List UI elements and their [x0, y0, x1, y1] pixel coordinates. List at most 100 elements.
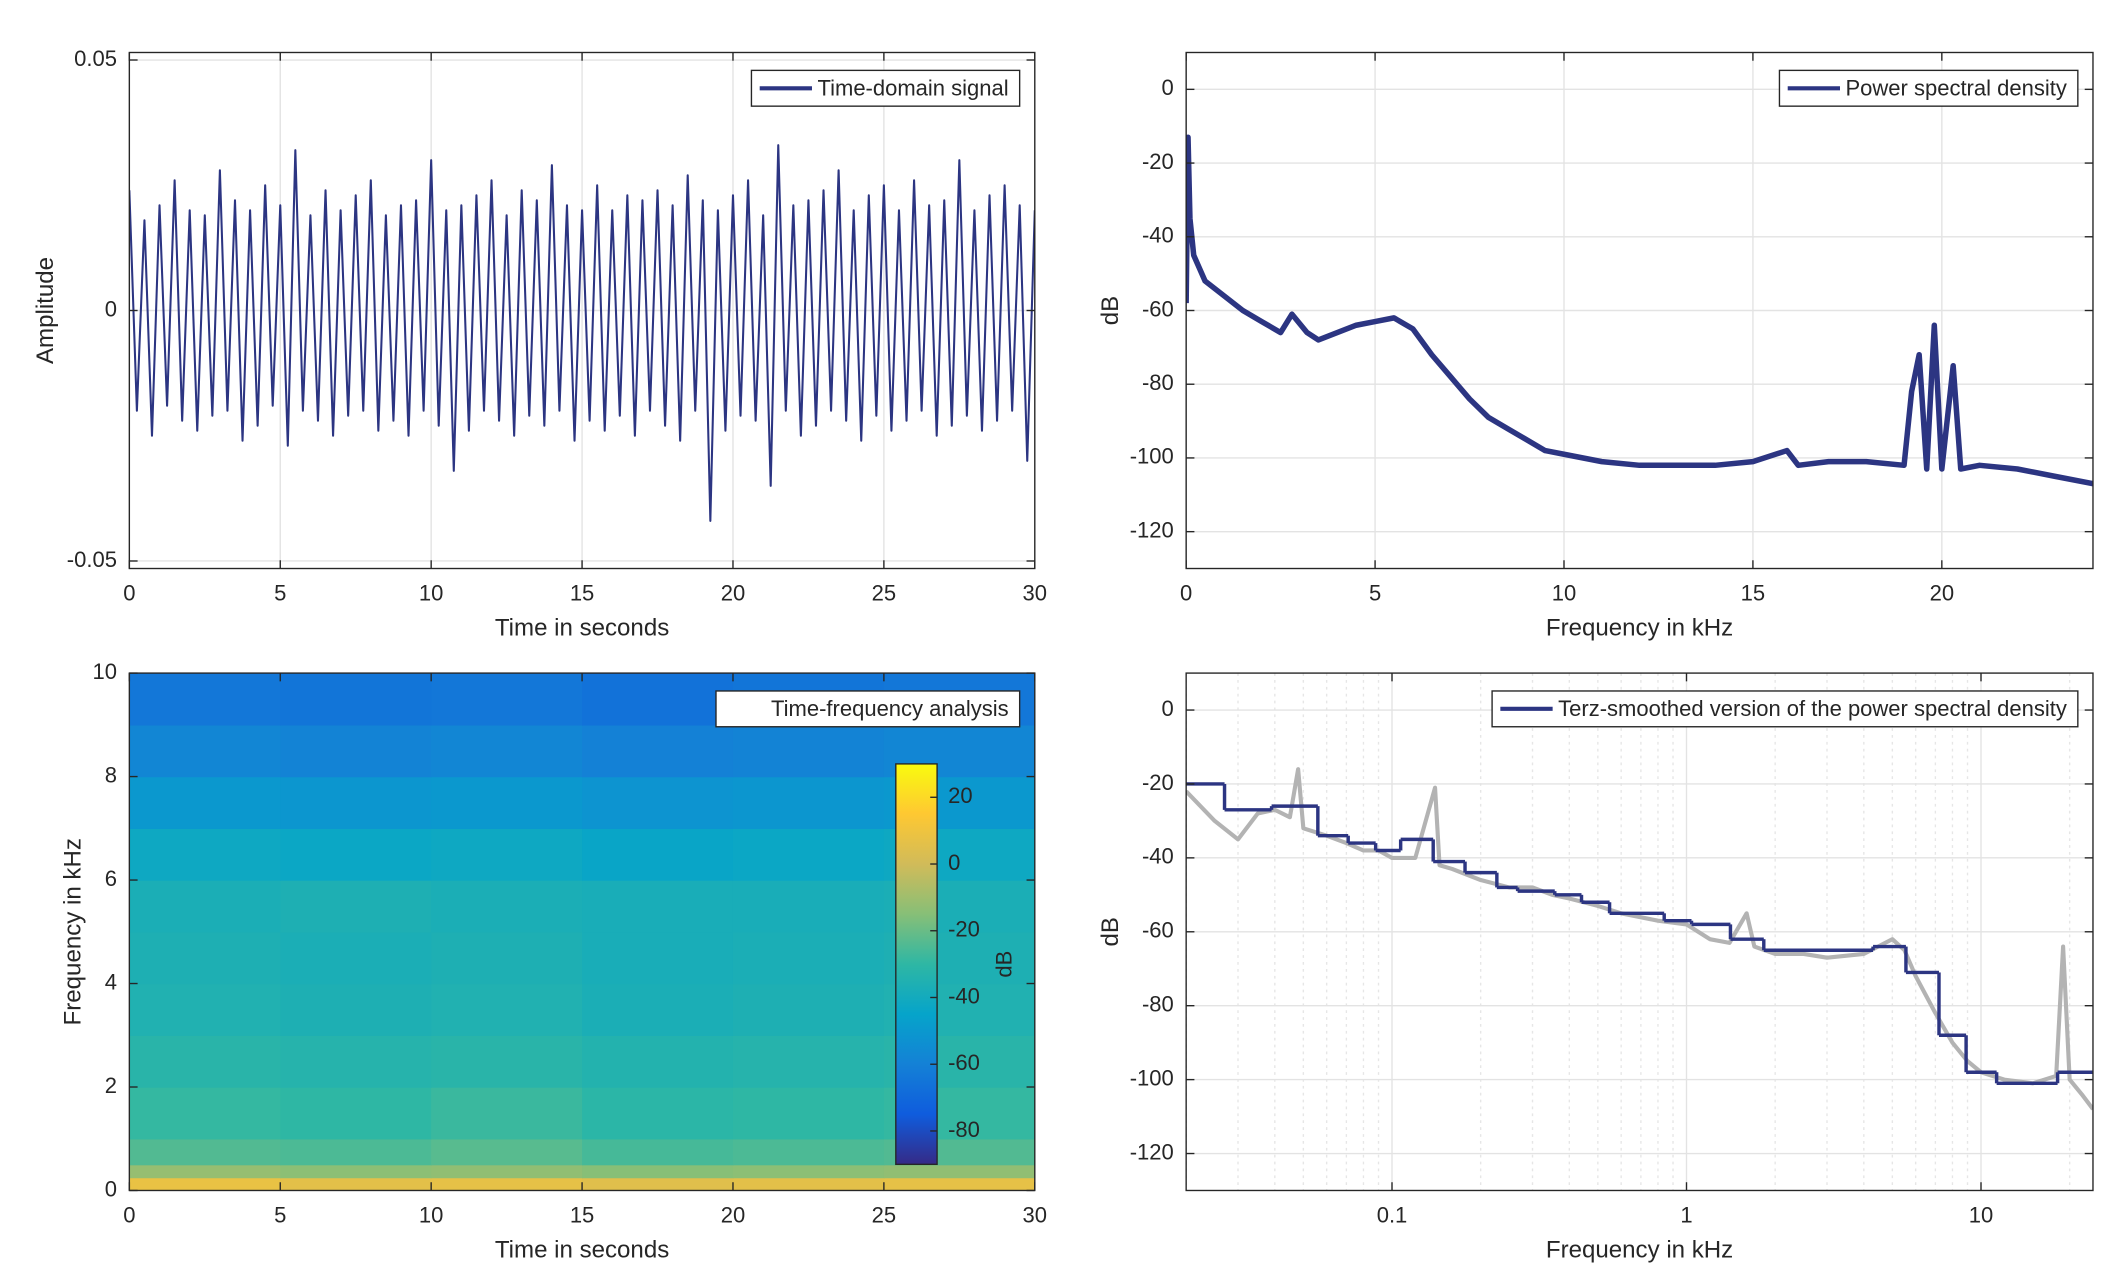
colorbar-tick-label: -80 — [948, 1117, 980, 1142]
heatmap-cell — [732, 1164, 885, 1179]
y-tick-label: 2 — [105, 1073, 117, 1098]
x-tick-label: 10 — [419, 1202, 443, 1227]
x-axis-label: Time in seconds — [495, 614, 669, 641]
x-tick-label: 20 — [721, 580, 745, 605]
heatmap-cell — [431, 1177, 583, 1191]
heatmap-cell — [582, 1035, 734, 1088]
x-axis-label: Time in seconds — [495, 1236, 669, 1263]
heatmap-cell — [431, 1035, 583, 1088]
heatmap-cell — [129, 931, 281, 985]
colorbar-tick-label: -60 — [948, 1050, 980, 1075]
heatmap-cell — [431, 776, 583, 829]
heatmap-cell — [129, 1138, 281, 1166]
heatmap-cell — [129, 776, 281, 829]
y-tick-label: -60 — [1142, 296, 1174, 321]
heatmap-cell — [582, 1087, 734, 1140]
y-tick-label: 0.05 — [74, 46, 117, 71]
y-tick-label: 0 — [1162, 75, 1174, 100]
x-tick-label: 15 — [570, 1202, 594, 1227]
heatmap-cell — [582, 1177, 734, 1191]
heatmap-cell — [280, 1138, 432, 1166]
heatmap-cell — [582, 931, 734, 985]
heatmap-cell — [431, 724, 583, 778]
y-axis-label: dB — [1097, 917, 1124, 946]
y-tick-label: -120 — [1130, 517, 1174, 542]
chart-panel: 0 5 10 15 20 -120 -100 -80 -60 -40 -20 0 Frequency i… — [1097, 51, 2094, 641]
heatmap-cell — [732, 1177, 885, 1191]
x-tick-label: 15 — [1741, 580, 1765, 605]
colorbar-tick-label: -40 — [948, 983, 980, 1008]
heatmap-cell — [883, 1164, 1035, 1179]
heatmap-cell — [129, 1177, 281, 1191]
heatmap-cell — [883, 1177, 1035, 1191]
y-tick-label: 0 — [1162, 696, 1174, 721]
heatmap-cell — [582, 1138, 734, 1166]
plot-content — [1186, 767, 2093, 1111]
heatmap-cell — [431, 673, 583, 726]
x-tick-label: 20 — [721, 1202, 745, 1227]
legend-label: Time-frequency analysis — [771, 696, 1009, 721]
data-line — [129, 144, 1035, 522]
x-axis-label: Frequency in kHz — [1546, 614, 1733, 641]
x-tick-label: 25 — [872, 1202, 896, 1227]
heatmap-cell — [732, 880, 885, 933]
heatmap-cell — [732, 724, 885, 778]
heatmap-cell — [732, 1087, 885, 1140]
y-tick-label: -80 — [1142, 992, 1174, 1017]
heatmap-cell — [280, 983, 432, 1036]
legend-label: Time-domain signal — [817, 75, 1008, 100]
legend-box — [1491, 690, 2079, 728]
legend-box — [750, 69, 1021, 107]
y-tick-label: 10 — [92, 659, 116, 684]
heatmap-cell — [280, 1035, 432, 1088]
y-tick-label: -100 — [1130, 444, 1174, 469]
heatmap-cell — [129, 880, 281, 933]
x-tick-label: 15 — [570, 580, 594, 605]
data-line — [1186, 134, 2093, 487]
colorbar-tick-label: 20 — [948, 783, 972, 808]
heatmap-cell — [280, 828, 432, 881]
heatmap-cell — [129, 828, 281, 881]
x-tick-label: 10 — [1969, 1202, 1993, 1227]
y-tick-label: -60 — [1142, 918, 1174, 943]
x-tick-label: 1 — [1680, 1202, 1692, 1227]
heatmap-cell — [280, 880, 432, 933]
heatmap-cell — [582, 983, 734, 1036]
heatmap-cell — [431, 983, 583, 1036]
y-tick-label: 4 — [105, 969, 117, 994]
y-axis-label: Frequency in kHz — [60, 838, 87, 1025]
y-tick-label: -120 — [1130, 1139, 1174, 1164]
x-tick-label: 10 — [419, 580, 443, 605]
x-axis-label: Frequency in kHz — [1546, 1236, 1733, 1263]
heatmap-cell — [732, 931, 885, 985]
colorbar-tick-label: 0 — [948, 850, 960, 875]
x-tick-label: 10 — [1552, 580, 1576, 605]
heatmap-cell — [582, 673, 734, 726]
x-tick-label: 5 — [1369, 580, 1381, 605]
heatmap-cell — [732, 1138, 885, 1166]
x-tick-label: 25 — [872, 580, 896, 605]
colorbar — [895, 763, 938, 1166]
x-tick-label: 0 — [1180, 580, 1192, 605]
colorbar-tick-label: -20 — [948, 917, 980, 942]
plot-content — [1186, 134, 2093, 487]
x-tick-label: 5 — [274, 580, 286, 605]
heatmap-cell — [582, 776, 734, 829]
heatmap-cell — [129, 724, 281, 778]
heatmap-cell — [280, 1087, 432, 1140]
y-tick-label: -80 — [1142, 370, 1174, 395]
heatmap-cell — [280, 931, 432, 985]
y-tick-label: 8 — [105, 762, 117, 787]
y-tick-label: -100 — [1130, 1065, 1174, 1090]
y-tick-label: -0.05 — [67, 547, 117, 572]
heatmap-cell — [431, 931, 583, 985]
heatmap-cell — [732, 983, 885, 1036]
x-tick-label: 30 — [1023, 1202, 1047, 1227]
y-tick-label: -40 — [1142, 223, 1174, 248]
y-tick-label: -40 — [1142, 844, 1174, 869]
heatmap-cell — [582, 1164, 734, 1179]
heatmap-cell — [431, 1138, 583, 1166]
